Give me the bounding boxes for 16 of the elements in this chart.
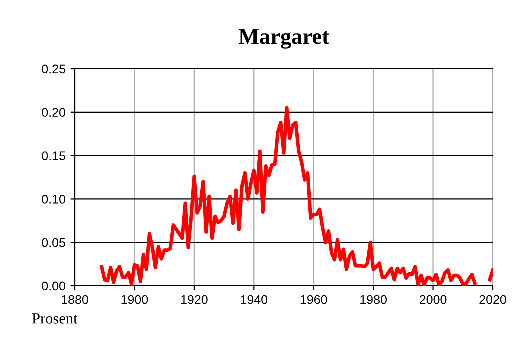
x-tick-label: 1900 (122, 295, 148, 304)
y-tick-label: 0.10 (42, 195, 66, 204)
x-tick-label: 1920 (181, 295, 208, 304)
x-tick-label: 1960 (300, 295, 328, 304)
y-tick-label: 0.00 (42, 282, 66, 291)
y-tick-label: 0.15 (42, 152, 66, 160)
x-tick-label: 1980 (360, 295, 387, 304)
chart-title: Margaret (238, 29, 330, 49)
y-tick-label: 0.20 (42, 108, 66, 118)
x-tick-label: 2000 (420, 295, 447, 304)
x-tick-label: 1940 (241, 295, 268, 304)
x-tick-label: 2020 (480, 295, 506, 304)
y-axis-title: Prosent (32, 314, 78, 324)
y-tick-label: 0.25 (42, 64, 66, 74)
y-tick-label: 0.05 (42, 238, 66, 248)
x-tick-label: 1880 (62, 295, 88, 304)
